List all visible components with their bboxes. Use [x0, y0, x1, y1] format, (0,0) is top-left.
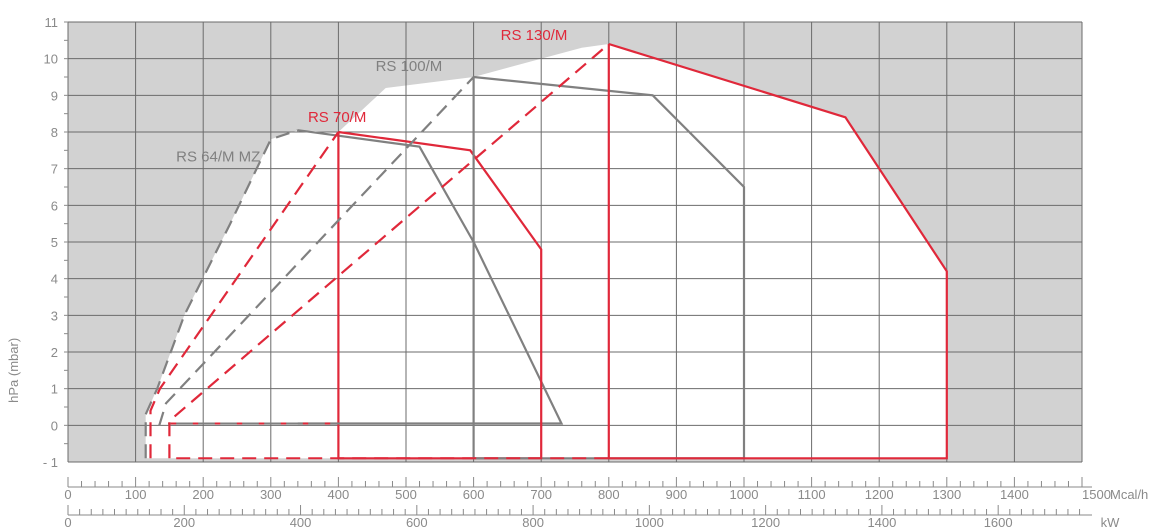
x-tick-label-mcal: 200 — [192, 487, 214, 502]
x-tick-label-mcal: 1500 — [1082, 487, 1111, 502]
x-tick-label-mcal: 700 — [530, 487, 552, 502]
working-field-area — [145, 44, 947, 459]
x-tick-label-kw: 1600 — [984, 515, 1013, 530]
x-tick-label-mcal: 500 — [395, 487, 417, 502]
series-solid-boundary — [337, 130, 543, 460]
series-solid-boundary — [472, 75, 746, 460]
series-dashed-start-line — [149, 131, 340, 459]
y-tick-label: 6 — [51, 198, 58, 213]
x-tick-label-mcal: 1100 — [798, 487, 826, 502]
series-dashed-start-line — [158, 76, 475, 426]
x-tick-label-mcal: 1300 — [932, 487, 961, 502]
x-tick-label-mcal: 300 — [260, 487, 282, 502]
y-tick-label: 1 — [51, 382, 58, 397]
y-tick-label: 7 — [51, 162, 58, 177]
x-tick-label-mcal: 100 — [125, 487, 147, 502]
y-tick-label: 4 — [51, 272, 58, 287]
series-label: RS 130/M — [501, 27, 568, 44]
series-rs-130-m — [168, 42, 948, 460]
x-tick-label-kw: 0 — [64, 515, 71, 530]
x-tick-label-mcal: 600 — [463, 487, 485, 502]
x-tick-label-kw: 600 — [406, 515, 428, 530]
x-axis-kw-unit: kW — [1101, 515, 1121, 530]
series-label: RS 64/M MZ — [176, 149, 260, 166]
x-tick-label-kw: 1400 — [867, 515, 896, 530]
y-tick-label: 3 — [51, 308, 58, 323]
x-tick-label-kw: 800 — [522, 515, 544, 530]
y-tick-label: 8 — [51, 125, 58, 140]
y-tick-label: 5 — [51, 235, 58, 250]
x-tick-label-mcal: 900 — [666, 487, 688, 502]
x-axis-mcal-unit: Mcal/h — [1110, 487, 1148, 502]
x-tick-label-mcal: 400 — [328, 487, 350, 502]
series-dashed-start-line — [144, 129, 299, 459]
series-label: RS 100/M — [376, 58, 443, 75]
y-tick-label: 2 — [51, 345, 58, 360]
x-tick-label-kw: 200 — [173, 515, 195, 530]
x-tick-label-mcal: 1200 — [865, 487, 894, 502]
y-tick-label: 9 — [51, 88, 58, 103]
y-axis-title: hPa (mbar) — [6, 338, 21, 403]
series-label: RS 70/M — [308, 109, 366, 126]
y-tick-label: 10 — [44, 52, 58, 67]
x-tick-label-kw: 400 — [290, 515, 312, 530]
x-tick-label-mcal: 0 — [64, 487, 71, 502]
y-tick-label: 11 — [45, 15, 59, 30]
x-tick-label-kw: 1000 — [635, 515, 664, 530]
series-rs-100-m — [158, 75, 746, 460]
y-tick-label: - 1 — [43, 455, 58, 470]
x-tick-label-mcal: 800 — [598, 487, 620, 502]
x-tick-label-mcal: 1400 — [1000, 487, 1029, 502]
y-tick-label: 0 — [51, 418, 58, 433]
x-tick-label-kw: 1200 — [751, 515, 780, 530]
series-solid-boundary — [607, 42, 948, 460]
x-tick-label-mcal: 1000 — [730, 487, 759, 502]
